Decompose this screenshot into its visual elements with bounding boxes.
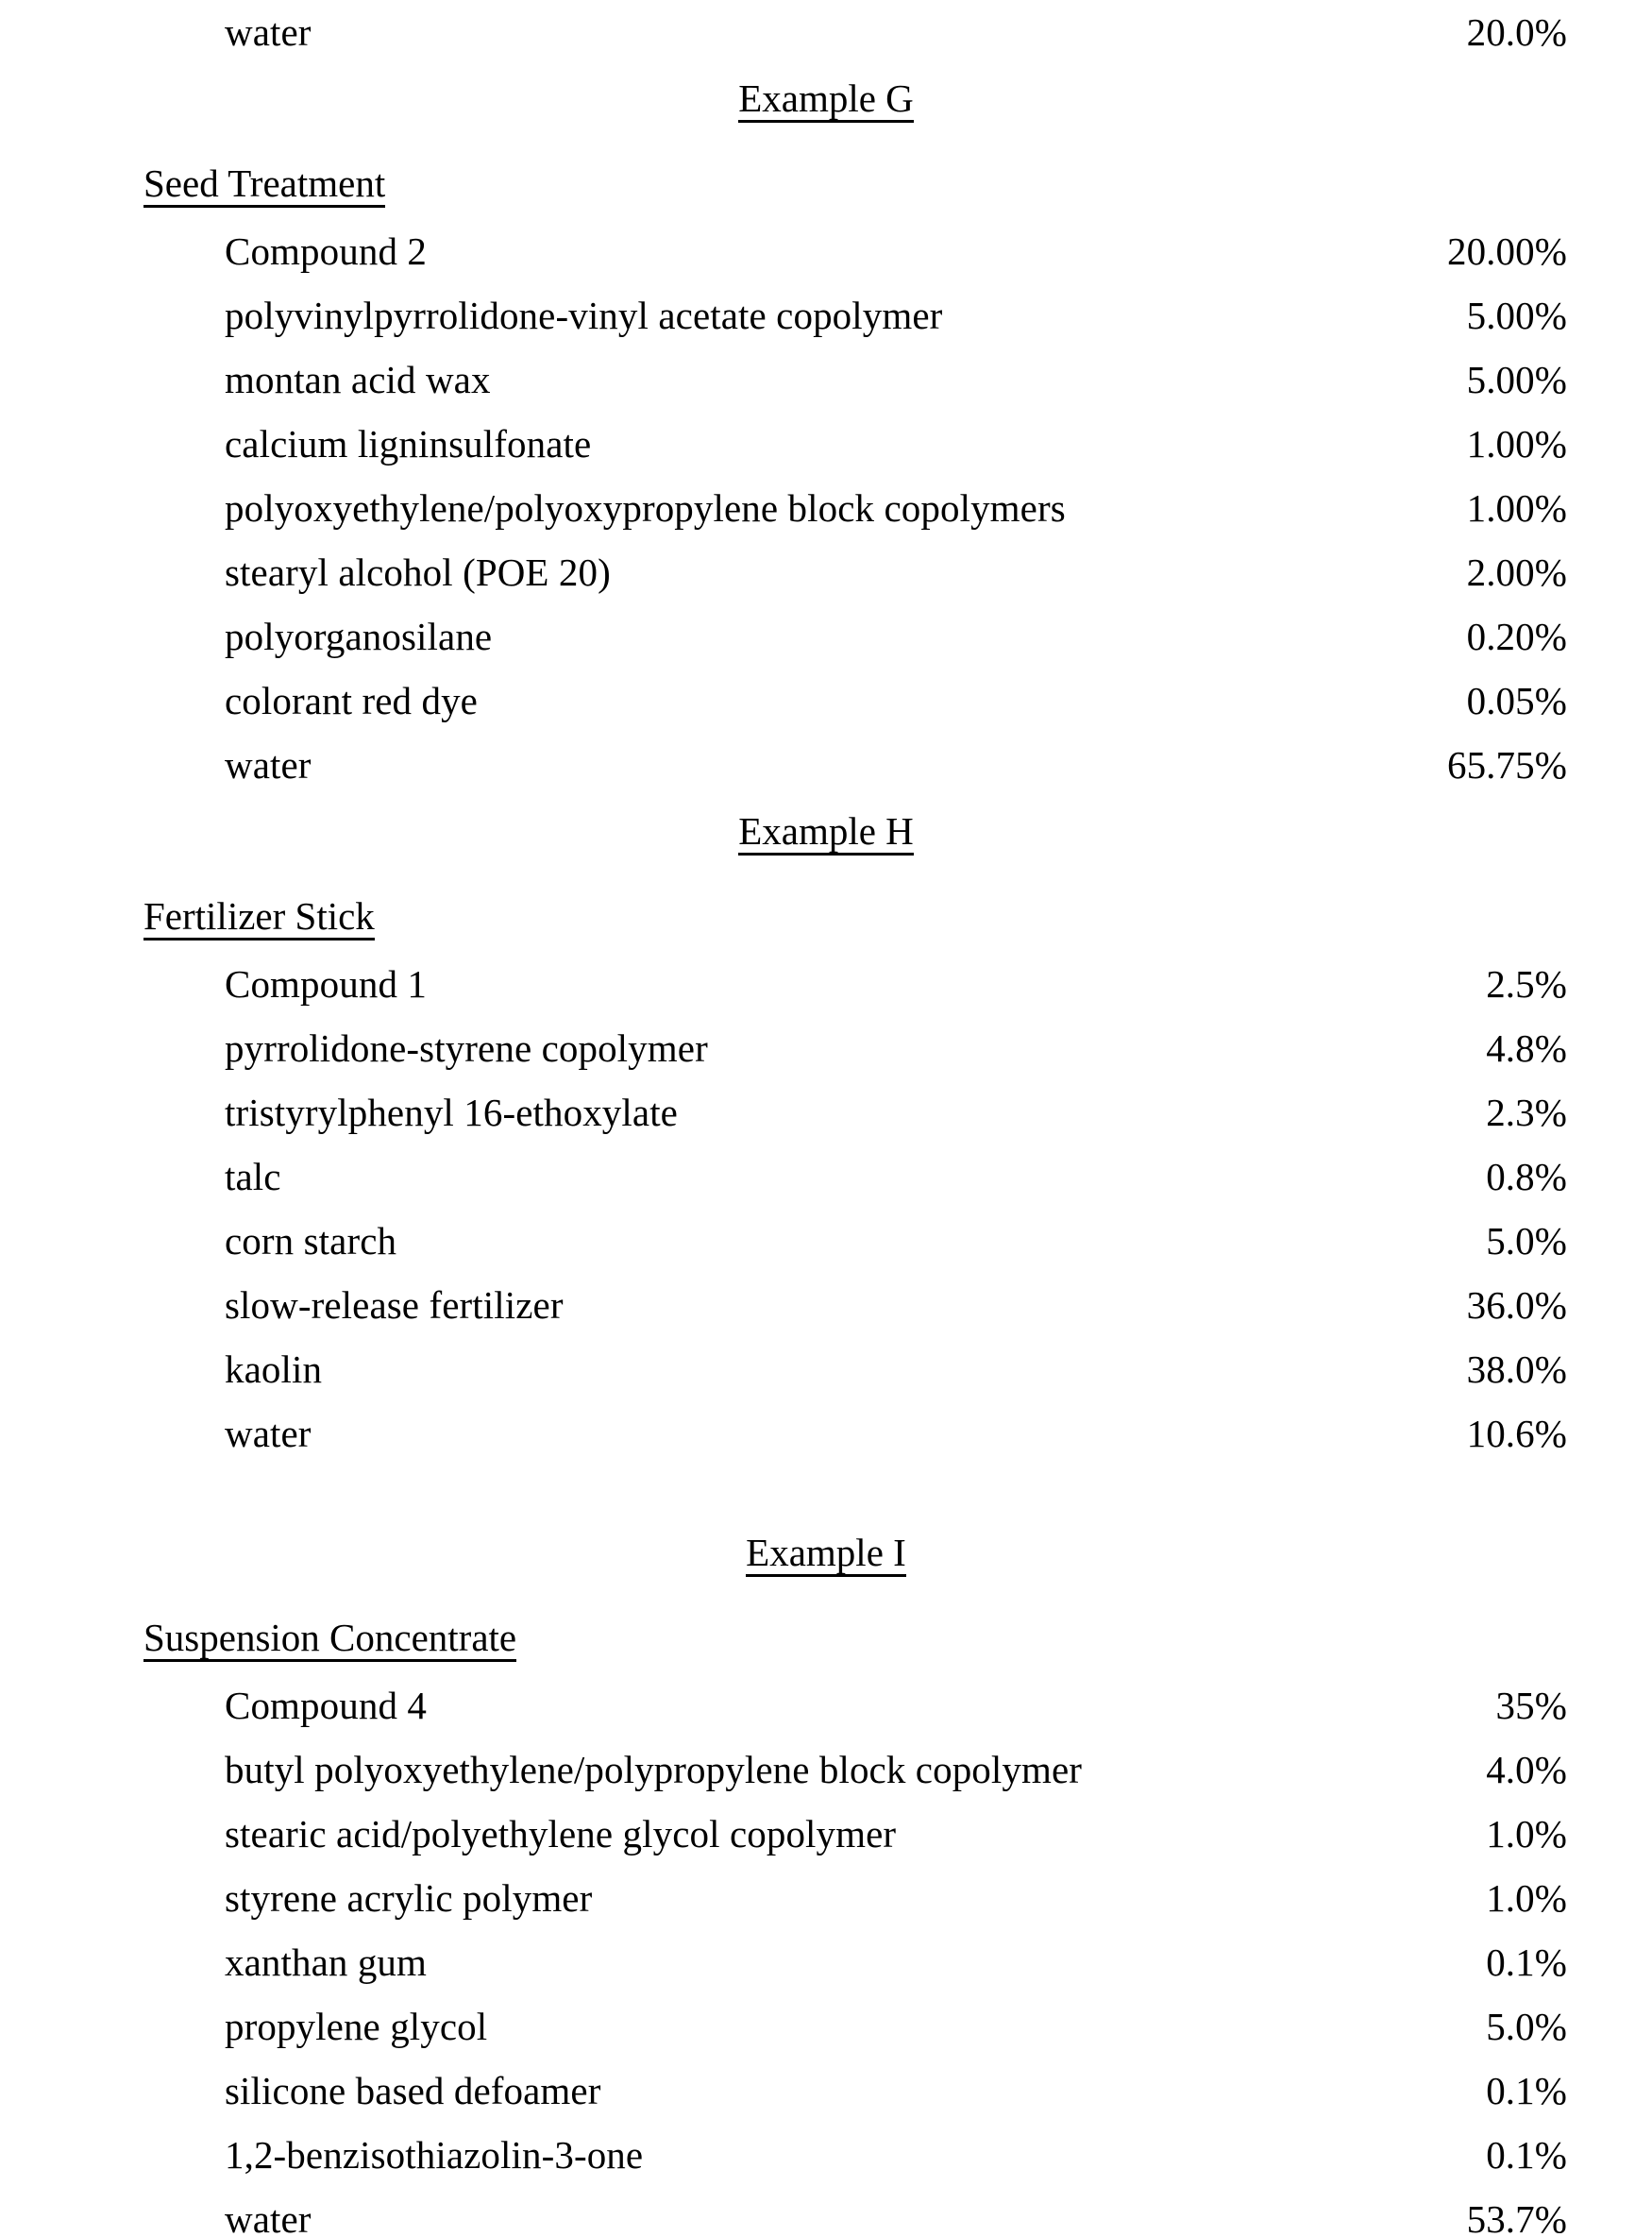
ingredient-percent: 2.5% <box>1486 962 1567 1006</box>
ingredient-name: butyl polyoxyethylene/polypropylene bloc… <box>225 1748 1083 1791</box>
ingredient-name: polyorganosilane <box>225 615 493 658</box>
ingredient-name: stearic acid/polyethylene glycol copolym… <box>225 1812 897 1856</box>
ingredient-row: stearyl alcohol (POE 20) 2.00% <box>0 540 1652 604</box>
ingredient-percent: 0.1% <box>1486 2069 1567 2112</box>
ingredient-row: Compound 1 2.5% <box>0 952 1652 1016</box>
ingredient-percent: 65.75% <box>1446 743 1567 787</box>
example-caption-text: Example G <box>738 77 914 124</box>
ingredient-row: montan acid wax 5.00% <box>0 347 1652 412</box>
ingredient-name: montan acid wax <box>225 358 491 401</box>
ingredient-percent: 2.00% <box>1466 551 1567 594</box>
example-caption: Example G <box>0 64 1652 132</box>
ingredient-row: polyorganosilane 0.20% <box>0 604 1652 669</box>
ingredient-row: water 20.0% <box>0 0 1652 64</box>
ingredient-row: xanthan gum 0.1% <box>0 1930 1652 1994</box>
ingredient-row: Compound 4 35% <box>0 1673 1652 1737</box>
ingredient-percent: 1.00% <box>1466 422 1567 466</box>
ingredient-percent: 38.0% <box>1466 1347 1567 1391</box>
ingredient-percent: 0.8% <box>1486 1155 1567 1198</box>
ingredient-name: 1,2-benzisothiazolin-3-one <box>225 2133 644 2177</box>
ingredient-name: slow-release fertilizer <box>225 1283 564 1327</box>
ingredient-percent: 20.0% <box>1466 10 1567 54</box>
ingredient-percent: 0.1% <box>1486 2133 1567 2177</box>
ingredient-row: pyrrolidone-styrene copolymer 4.8% <box>0 1016 1652 1080</box>
ingredient-percent: 53.7% <box>1466 2197 1567 2237</box>
ingredient-percent: 1.0% <box>1486 1876 1567 1920</box>
ingredient-name: water <box>225 10 312 54</box>
ingredient-name: water <box>225 2197 312 2237</box>
ingredient-name: calcium ligninsulfonate <box>225 422 592 466</box>
ingredient-percent: 10.6% <box>1466 1412 1567 1455</box>
ingredient-percent: 1.0% <box>1486 1812 1567 1856</box>
ingredient-name: Compound 1 <box>225 962 427 1006</box>
ingredient-name: polyvinylpyrrolidone-vinyl acetate copol… <box>225 294 943 337</box>
ingredient-percent: 0.05% <box>1466 679 1567 722</box>
section-subtitle-text: Fertilizer Stick <box>143 895 375 941</box>
ingredient-row: water 53.7% <box>0 2187 1652 2237</box>
ingredient-percent: 35% <box>1495 1684 1567 1727</box>
example-caption: Example H <box>0 797 1652 865</box>
ingredient-percent: 20.00% <box>1446 229 1567 273</box>
ingredient-row: water 10.6% <box>0 1401 1652 1466</box>
ingredient-name: talc <box>225 1155 281 1198</box>
ingredient-name: Compound 4 <box>225 1684 427 1727</box>
ingredient-percent: 5.00% <box>1466 358 1567 401</box>
ingredient-row: propylene glycol 5.0% <box>0 1994 1652 2059</box>
ingredient-name: stearyl alcohol (POE 20) <box>225 551 611 594</box>
ingredient-percent: 1.00% <box>1466 486 1567 530</box>
spacer <box>0 1466 1652 1518</box>
ingredient-row: calcium ligninsulfonate 1.00% <box>0 412 1652 476</box>
ingredient-row: polyvinylpyrrolidone-vinyl acetate copol… <box>0 283 1652 347</box>
section-subtitle: Seed Treatment <box>0 147 1652 219</box>
ingredient-name: colorant red dye <box>225 679 478 722</box>
section-subtitle: Fertilizer Stick <box>0 880 1652 952</box>
ingredient-row: 1,2-benzisothiazolin-3-one 0.1% <box>0 2123 1652 2187</box>
ingredient-row: polyoxyethylene/polyoxypropylene block c… <box>0 476 1652 540</box>
section-subtitle: Suspension Concentrate <box>0 1601 1652 1673</box>
ingredient-name: water <box>225 743 312 787</box>
ingredient-name: styrene acrylic polymer <box>225 1876 593 1920</box>
ingredient-percent: 5.00% <box>1466 294 1567 337</box>
example-caption-text: Example I <box>746 1532 906 1578</box>
ingredient-name: xanthan gum <box>225 1940 428 1984</box>
ingredient-row: slow-release fertilizer 36.0% <box>0 1273 1652 1337</box>
ingredient-name: tristyrylphenyl 16-ethoxylate <box>225 1091 678 1134</box>
ingredient-row: styrene acrylic polymer 1.0% <box>0 1866 1652 1930</box>
ingredient-name: pyrrolidone-styrene copolymer <box>225 1026 708 1070</box>
example-caption-text: Example H <box>738 810 914 856</box>
ingredient-percent: 0.20% <box>1466 615 1567 658</box>
ingredient-row: stearic acid/polyethylene glycol copolym… <box>0 1802 1652 1866</box>
example-caption: Example I <box>0 1518 1652 1586</box>
ingredient-percent: 5.0% <box>1486 2005 1567 2048</box>
ingredient-row: tristyrylphenyl 16-ethoxylate 2.3% <box>0 1080 1652 1144</box>
spacer <box>0 132 1652 147</box>
ingredient-name: Compound 2 <box>225 229 427 273</box>
ingredient-row: colorant red dye 0.05% <box>0 669 1652 733</box>
ingredient-percent: 5.0% <box>1486 1219 1567 1263</box>
ingredient-name: propylene glycol <box>225 2005 488 2048</box>
ingredient-row: butyl polyoxyethylene/polypropylene bloc… <box>0 1737 1652 1802</box>
ingredient-name: corn starch <box>225 1219 397 1263</box>
ingredient-percent: 4.8% <box>1486 1026 1567 1070</box>
ingredient-row: talc 0.8% <box>0 1144 1652 1209</box>
ingredient-row: kaolin 38.0% <box>0 1337 1652 1401</box>
ingredient-row: Compound 2 20.00% <box>0 219 1652 283</box>
ingredient-name: water <box>225 1412 312 1455</box>
ingredient-percent: 4.0% <box>1486 1748 1567 1791</box>
spacer <box>0 865 1652 880</box>
ingredient-name: kaolin <box>225 1347 323 1391</box>
spacer <box>0 1586 1652 1601</box>
ingredient-row: corn starch 5.0% <box>0 1209 1652 1273</box>
ingredient-name: silicone based defoamer <box>225 2069 601 2112</box>
ingredient-name: polyoxyethylene/polyoxypropylene block c… <box>225 486 1066 530</box>
section-subtitle-text: Seed Treatment <box>143 162 386 209</box>
ingredient-percent: 36.0% <box>1466 1283 1567 1327</box>
ingredient-percent: 2.3% <box>1486 1091 1567 1134</box>
section-subtitle-text: Suspension Concentrate <box>143 1617 517 1663</box>
ingredient-row: water 65.75% <box>0 733 1652 797</box>
ingredient-percent: 0.1% <box>1486 1940 1567 1984</box>
ingredient-row: silicone based defoamer 0.1% <box>0 2059 1652 2123</box>
